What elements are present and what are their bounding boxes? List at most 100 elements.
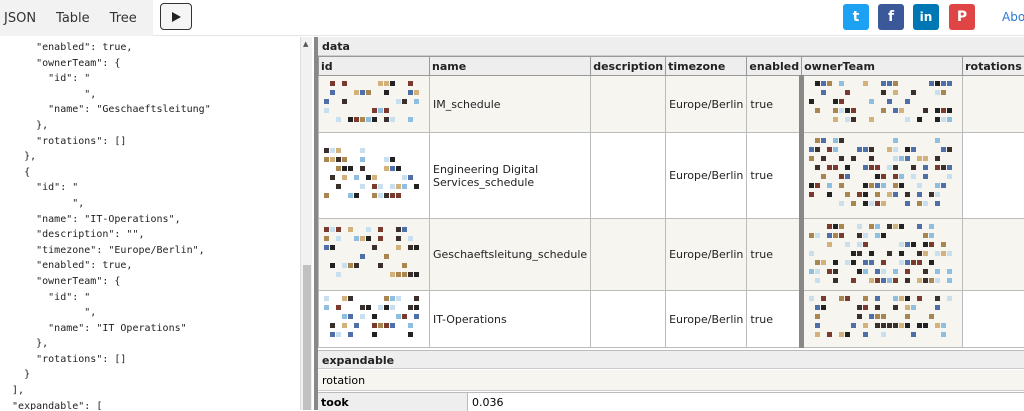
redaction-pixel xyxy=(384,254,389,259)
cell-timezone: Europe/Berlin xyxy=(666,219,747,291)
column-header-timezone[interactable]: timezone xyxy=(666,57,747,76)
redaction-pixel xyxy=(390,157,395,162)
redaction-pixel xyxy=(893,90,898,95)
tab-table[interactable]: Table xyxy=(56,11,90,26)
redaction-pixel xyxy=(396,296,401,301)
redaction-pixel xyxy=(839,201,844,206)
json-code[interactable]: "enabled": true, "ownerTeam": { "id": " … xyxy=(0,37,300,410)
code-line: "description": "", xyxy=(0,227,300,243)
column-header-name[interactable]: name xyxy=(430,57,591,76)
redaction-pixel xyxy=(821,260,826,265)
code-line: "rotations": [] xyxy=(0,352,300,368)
redaction-pixel xyxy=(899,296,904,301)
redaction-pixel xyxy=(899,183,904,188)
redaction-pixel xyxy=(923,251,928,256)
redaction-pixel xyxy=(402,99,407,104)
redaction-pixel xyxy=(390,184,395,189)
redaction-pixel xyxy=(929,278,934,283)
took-row: took 0.036 xyxy=(318,392,1024,410)
code-line: "name": "IT Operations" xyxy=(0,321,300,337)
redaction-pixel xyxy=(827,224,832,229)
redaction-pixel xyxy=(821,90,826,95)
redaction-pixel xyxy=(324,108,329,113)
redaction-pixel xyxy=(911,147,916,152)
redaction-pixel xyxy=(366,236,371,241)
code-line: ", xyxy=(0,196,300,212)
editor-scrollbar[interactable]: ▲ xyxy=(300,37,312,410)
redaction-pixel xyxy=(881,233,886,238)
redaction-pixel xyxy=(869,156,874,161)
table-row[interactable]: Engineering Digital Services_schedule Eu… xyxy=(319,133,1024,219)
redaction-pixel xyxy=(809,251,814,256)
tab-json[interactable]: JSON xyxy=(4,11,36,26)
redaction-pixel xyxy=(875,233,880,238)
redaction-pixel xyxy=(917,323,922,328)
redaction-pixel xyxy=(947,251,952,256)
cell-enabled: true xyxy=(747,133,802,219)
redaction-pixel xyxy=(366,175,371,180)
tab-tree[interactable]: Tree xyxy=(110,11,137,26)
redaction-pixel xyxy=(851,117,856,122)
redaction-pixel xyxy=(887,99,892,104)
redaction-pixel xyxy=(863,81,868,86)
scroll-up-arrow-icon[interactable]: ▲ xyxy=(303,40,308,48)
redaction-pixel xyxy=(330,332,335,337)
redaction-pixel xyxy=(869,260,874,265)
redaction-pixel xyxy=(414,90,419,95)
redaction-pixel xyxy=(893,165,898,170)
redaction-pixel xyxy=(899,174,904,179)
column-header-description[interactable]: description xyxy=(591,57,666,76)
column-header-rotations[interactable]: rotations xyxy=(963,57,1024,76)
redaction-pixel xyxy=(821,305,826,310)
redaction-pixel xyxy=(863,165,868,170)
about-link[interactable]: Abo xyxy=(1002,10,1024,24)
redaction-pixel xyxy=(336,148,341,153)
facebook-icon[interactable]: f xyxy=(878,4,904,30)
redaction-pixel xyxy=(893,156,898,161)
redaction-pixel xyxy=(935,269,940,274)
redaction-pixel xyxy=(414,314,419,319)
redaction-pixel xyxy=(905,269,910,274)
redaction-pixel xyxy=(851,156,856,161)
redaction-pixel xyxy=(342,99,347,104)
redaction-pixel xyxy=(905,201,910,206)
redaction-pixel xyxy=(893,323,898,328)
redaction-pixel xyxy=(815,269,820,274)
redaction-pixel xyxy=(827,147,832,152)
json-editor-pane[interactable]: "enabled": true, "ownerTeam": { "id": " … xyxy=(0,37,312,410)
scroll-thumb[interactable] xyxy=(303,265,311,410)
redaction-pixel xyxy=(821,174,826,179)
redaction-pixel xyxy=(336,166,341,171)
redaction-pixel xyxy=(929,81,934,86)
redaction-pixel xyxy=(809,156,814,161)
column-header-enabled[interactable]: enabled xyxy=(747,57,802,76)
linkedin-icon[interactable]: in xyxy=(913,4,939,30)
redaction-pixel xyxy=(833,108,838,113)
pinterest-icon[interactable]: P xyxy=(949,4,975,30)
redaction-pixel xyxy=(384,157,389,162)
redaction-pixel xyxy=(414,99,419,104)
run-button[interactable] xyxy=(160,3,192,30)
table-row[interactable]: Geschaeftsleitung_schedule Europe/Berlin… xyxy=(319,219,1024,291)
table-row[interactable]: IM_schedule Europe/Berlin true xyxy=(319,76,1024,133)
table-row[interactable]: IT-Operations Europe/Berlin true xyxy=(319,291,1024,348)
column-header-ownerteam[interactable]: ownerTeam xyxy=(802,57,963,76)
column-header-id[interactable]: id xyxy=(319,57,430,76)
redaction-pixel xyxy=(863,323,868,328)
redaction-pixel xyxy=(875,323,880,328)
twitter-icon[interactable]: t xyxy=(843,4,869,30)
redaction-pixel xyxy=(384,193,389,198)
redaction-pixel xyxy=(875,183,880,188)
redaction-pixel xyxy=(851,108,856,113)
redaction-pixel xyxy=(947,278,952,283)
redaction-pixel xyxy=(881,183,886,188)
linkedin-glyph: in xyxy=(920,10,933,24)
redaction-pixel xyxy=(923,242,928,247)
redaction-pixel xyxy=(899,108,904,113)
redaction-pixel xyxy=(360,254,365,259)
cell-id xyxy=(319,219,430,291)
redaction-pixel xyxy=(887,323,892,328)
redaction-pixel xyxy=(815,314,820,319)
redaction-pixel xyxy=(863,201,868,206)
redaction-pixel xyxy=(809,147,814,152)
